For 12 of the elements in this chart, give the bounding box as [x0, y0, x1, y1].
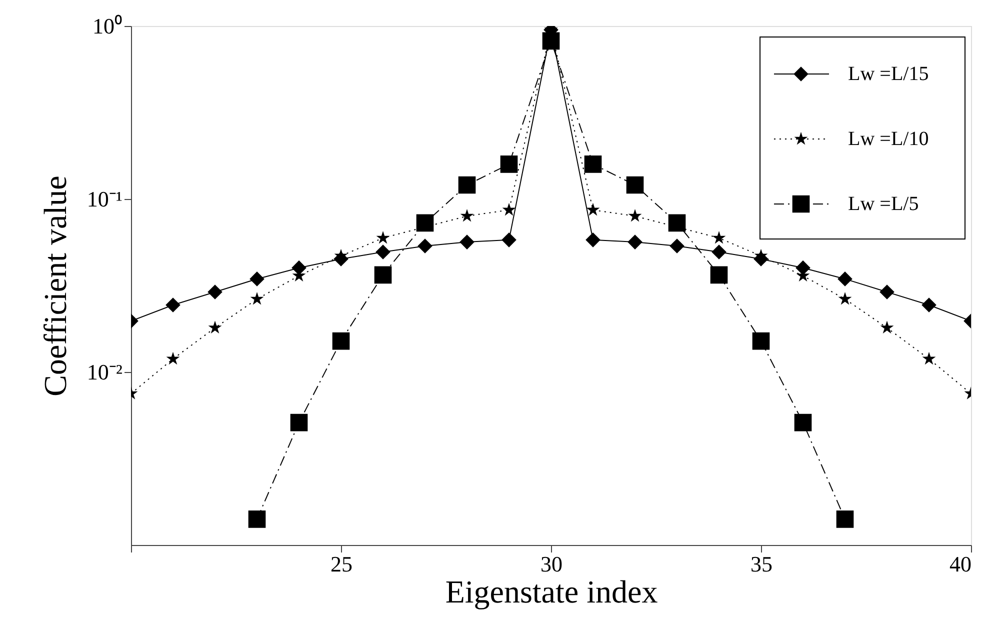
y-axis-title: Coefficient value — [36, 176, 73, 396]
legend-label: Lw =L/5 — [848, 193, 919, 215]
x-axis-title: Eigenstate index — [445, 574, 658, 610]
legend-label: Lw =L/15 — [848, 63, 929, 85]
x-tick-label: 40 — [950, 552, 972, 576]
y-tick-label: 10⁰ — [92, 14, 122, 38]
x-tick-label: 30 — [540, 552, 562, 576]
y-tick-label: 10⁻¹ — [86, 186, 122, 212]
x-tick-label: 25 — [330, 552, 352, 576]
x-tick-label: 35 — [750, 552, 772, 576]
y-tick-label: 10⁻² — [86, 360, 123, 384]
legend-label: Lw =L/10 — [848, 128, 929, 150]
